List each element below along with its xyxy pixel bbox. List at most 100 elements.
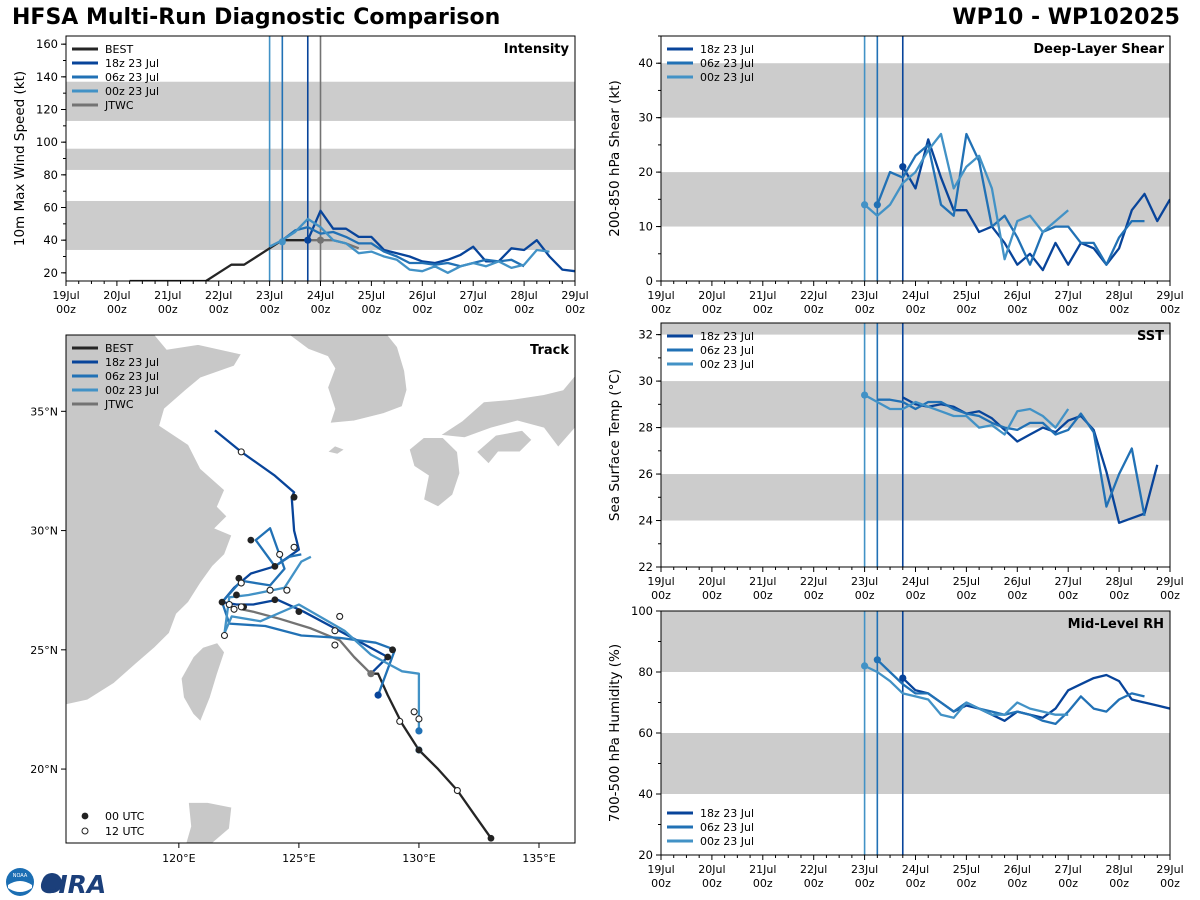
track-point-00utc	[487, 834, 495, 842]
track-marker-legend: 00 UTC 12 UTC	[81, 810, 145, 838]
shear-marker-18z-23-jul	[899, 163, 907, 171]
sst-xtick-label: 21Jul	[749, 575, 776, 588]
intensity-legend-label-best: BEST	[105, 43, 133, 56]
track-marker-18z-23-jul	[374, 691, 382, 699]
shear-xtick-label: 19Jul	[647, 289, 674, 302]
cira-logo: NOAA CIRA	[6, 868, 106, 898]
shear-xtick-label: 23Jul	[851, 289, 878, 302]
intensity-marker-jtwc	[316, 236, 325, 244]
intensity-series-00z-23-jul	[269, 217, 550, 274]
intensity-xtick-label: 00z	[107, 303, 127, 316]
track-series-jtwc	[241, 608, 372, 675]
rh-xtick-label: 00z	[804, 877, 824, 890]
intensity-xtick-label: 21Jul	[154, 289, 181, 302]
rh-xtick-label: 23Jul	[851, 863, 878, 876]
sst-xtick-label: 24Jul	[902, 575, 929, 588]
rh-xtick-label: 21Jul	[749, 863, 776, 876]
intensity-ytick-label: 140	[36, 70, 58, 84]
intensity-xtick-label: 00z	[260, 303, 280, 316]
sst-xtick-label: 25Jul	[953, 575, 980, 588]
noaa-badge-text: NOAA	[13, 873, 28, 879]
marker-legend-label-00-utc: 00 UTC	[105, 810, 145, 823]
rh-plot-area	[661, 611, 1170, 855]
land-luzon	[185, 802, 233, 843]
sst-xtick-label: 26Jul	[1004, 575, 1031, 588]
sst-legend-label-00z-23-jul: 00z 23 Jul	[700, 358, 754, 371]
sst-xtick-label: 27Jul	[1055, 575, 1082, 588]
track-marker-jtwc	[367, 670, 375, 678]
shear-xtick-label: 25Jul	[953, 289, 980, 302]
track-legend-label-jtwc: JTWC	[104, 398, 134, 411]
rh-legend-label-06z-23-jul: 06z 23 Jul	[700, 821, 754, 834]
track-point-00utc	[247, 536, 255, 544]
shear-xtick-label: 00z	[1160, 303, 1180, 316]
sst-xtick-label: 00z	[906, 589, 926, 602]
intensity-xtick-label: 00z	[514, 303, 534, 316]
shear-ytick-label: 30	[638, 111, 653, 125]
track-ytick-label: 20°N	[30, 763, 58, 776]
rh-series-18z-23-jul	[902, 673, 1170, 722]
track-ytick-label: 25°N	[30, 644, 58, 657]
marker-legend-00utc	[81, 812, 89, 820]
shear-legend-label-06z-23-jul: 06z 23 Jul	[700, 57, 754, 70]
rh-marker-06z-23-jul	[873, 656, 881, 664]
track-legend-label-06z-23-jul: 06z 23 Jul	[105, 370, 159, 383]
sst-series-00z-23-jul	[864, 393, 1070, 436]
track-chart: 120°E 125°E 130°E 135°E 20°N 25°N 30°N 35°N Trac…	[30, 334, 576, 865]
shear-legend-label-18z-23-jul: 18z 23 Jul	[700, 43, 754, 56]
track-point-12utc	[225, 600, 233, 609]
intensity-xtick-label: 00z	[362, 303, 382, 316]
land-jeju	[326, 445, 346, 455]
rh-marker-18z-23-jul	[899, 674, 907, 682]
intensity-xtick-label: 22Jul	[205, 289, 232, 302]
sst-xtick-label: 00z	[957, 589, 977, 602]
shear-xtick-label: 00z	[651, 303, 671, 316]
rh-xtick-label: 00z	[906, 877, 926, 890]
intensity-ytick-label: 120	[36, 103, 58, 117]
storm-id-title: WP10 - WP102025	[952, 5, 1180, 30]
shear-ytick-label: 10	[638, 220, 653, 234]
track-point-12utc	[396, 717, 404, 725]
sst-ylabel: Sea Surface Temp (°C)	[607, 369, 623, 521]
sst-xtick-label: 00z	[702, 589, 722, 602]
track-xtick-label: 135°E	[522, 852, 555, 865]
sst-xtick-label: 00z	[1109, 589, 1129, 602]
shear-xtick-label: 00z	[906, 303, 926, 316]
sst-xtick-label: 00z	[1058, 589, 1078, 602]
shear-xtick-label: 24Jul	[902, 289, 929, 302]
shear-xtick-label: 00z	[1109, 303, 1129, 316]
intensity-xtick-label: 00z	[412, 303, 432, 316]
intensity-marker-18z-23-jul	[304, 236, 312, 244]
sst-xtick-label: 00z	[1007, 589, 1027, 602]
shear-title: Deep-Layer Shear	[1033, 42, 1164, 57]
track-point-12utc	[237, 448, 245, 456]
intensity-xtick-label: 28Jul	[510, 289, 537, 302]
shear-ytick-label: 40	[638, 56, 653, 70]
track-point-00utc	[271, 596, 279, 604]
sst-chart: 22242628303219Jul00z20Jul00z21Jul00z22Ju…	[607, 322, 1184, 602]
intensity-xtick-label: 29Jul	[561, 289, 588, 302]
shear-xtick-label: 00z	[753, 303, 773, 316]
intensity-xtick-label: 27Jul	[460, 289, 487, 302]
track-point-12utc	[283, 586, 291, 594]
rh-ytick-label: 20	[638, 848, 653, 862]
track-ytick-label: 35°N	[30, 405, 58, 418]
track-frame	[65, 334, 576, 844]
sst-title: SST	[1137, 329, 1164, 344]
rh-legend-label-00z-23-jul: 00z 23 Jul	[700, 835, 754, 848]
intensity-ytick-label: 20	[43, 266, 58, 280]
track-point-12utc	[331, 627, 339, 635]
sst-ytick-label: 26	[638, 467, 653, 481]
shear-ytick-label: 20	[638, 165, 653, 179]
shear-series-06z-23-jul	[876, 132, 1145, 266]
track-series-00z-23-jul	[223, 555, 421, 734]
intensity-series-06z-23-jul	[281, 225, 525, 268]
shear-legend-label-00z-23-jul: 00z 23 Jul	[700, 71, 754, 84]
shear-xtick-label: 28Jul	[1105, 289, 1132, 302]
intensity-xtick-label: 00z	[209, 303, 229, 316]
sst-band-2	[661, 323, 1170, 335]
